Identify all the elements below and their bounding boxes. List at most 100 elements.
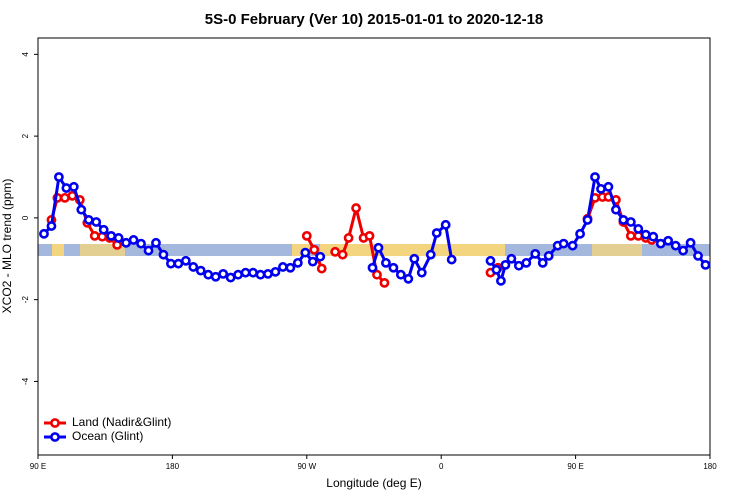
data-point [173, 258, 184, 269]
data-point [485, 255, 496, 266]
data-point [151, 237, 161, 248]
data-point [307, 256, 318, 267]
data-point [83, 215, 94, 225]
data-point [143, 245, 154, 256]
data-point [590, 172, 600, 182]
data-point [128, 235, 139, 245]
data-point [388, 262, 399, 273]
data-point [285, 262, 296, 273]
data-point [379, 277, 390, 288]
data-point [76, 204, 87, 215]
data-point [106, 230, 117, 241]
data-point [225, 272, 236, 283]
data-point [240, 267, 251, 278]
data-point [255, 269, 266, 280]
data-point [270, 266, 281, 277]
x-tick-label: 90 E [567, 462, 583, 471]
data-point [121, 237, 132, 248]
surface-strip [38, 244, 710, 256]
plot-frame [37, 37, 711, 456]
data-point [596, 183, 606, 194]
data-point [618, 215, 629, 225]
data-point [39, 228, 49, 239]
legend-label: Ocean (Glint) [72, 429, 143, 443]
data-point [409, 253, 420, 264]
data-point [98, 224, 109, 235]
data-point [68, 181, 79, 192]
data-point [337, 249, 348, 260]
data-point [203, 269, 214, 280]
data-point [315, 251, 326, 262]
y-axis-label: XCO2 - MLO trend (ppm) [0, 179, 14, 314]
data-point [113, 233, 124, 243]
land-patch [320, 244, 505, 256]
data-point [446, 254, 457, 265]
data-point [59, 192, 70, 203]
data-point [89, 230, 100, 241]
data-point [685, 237, 696, 248]
data-point [158, 249, 169, 260]
data-point [395, 269, 406, 280]
data-point [292, 257, 303, 268]
x-tick-label: 180 [166, 462, 180, 471]
data-point [416, 267, 427, 278]
data-point [678, 245, 689, 256]
data-point [381, 257, 391, 268]
data-point [567, 240, 578, 251]
data-point [263, 268, 273, 279]
data-point [633, 224, 644, 234]
data-point [46, 221, 57, 231]
x-tick-label: 90 W [297, 462, 316, 471]
data-point [543, 251, 554, 261]
data-point [372, 269, 382, 280]
chart-title: 5S-0 February (Ver 10) 2015-01-01 to 202… [205, 11, 544, 28]
y-tick-label: -2 [21, 296, 30, 304]
data-point [278, 262, 288, 272]
data-point [210, 271, 221, 282]
data-point [367, 262, 378, 273]
data-point [530, 248, 541, 259]
data-point [195, 265, 206, 276]
data-point [309, 244, 320, 255]
data-point [558, 238, 569, 249]
legend-marker [50, 418, 60, 428]
x-tick-label: 90 E [30, 462, 46, 471]
data-point [582, 215, 593, 225]
data-point [351, 203, 361, 213]
x-tick-label: 0 [439, 462, 444, 471]
data-point [500, 259, 511, 270]
data-point [648, 231, 659, 242]
y-tick-label: -4 [21, 377, 30, 385]
data-point [655, 238, 666, 249]
data-point [343, 233, 354, 243]
data-point [91, 217, 102, 227]
data-point [425, 249, 436, 260]
y-tick-label: 0 [21, 215, 30, 220]
data-point [625, 217, 636, 227]
data-point [180, 255, 191, 266]
data-point [300, 247, 311, 258]
data-point [506, 253, 517, 264]
data-point [700, 259, 711, 270]
data-point [521, 257, 532, 268]
data-point [663, 235, 674, 246]
data-point [316, 263, 327, 274]
data-point [301, 230, 312, 241]
data-point [496, 275, 506, 286]
data-point [136, 238, 146, 249]
data-point [61, 183, 72, 193]
data-point [575, 228, 585, 239]
data-point [431, 228, 442, 238]
data-point [640, 229, 651, 240]
data-point [537, 257, 548, 268]
data-point [670, 240, 681, 251]
data-point [625, 230, 636, 241]
data-point [54, 172, 64, 182]
land-patch [52, 244, 64, 256]
data-point [233, 269, 244, 280]
y-tick-label: 2 [21, 133, 30, 138]
data-point [403, 273, 414, 284]
legend-label: Land (Nadir&Glint) [72, 415, 171, 429]
data-point [611, 204, 621, 215]
